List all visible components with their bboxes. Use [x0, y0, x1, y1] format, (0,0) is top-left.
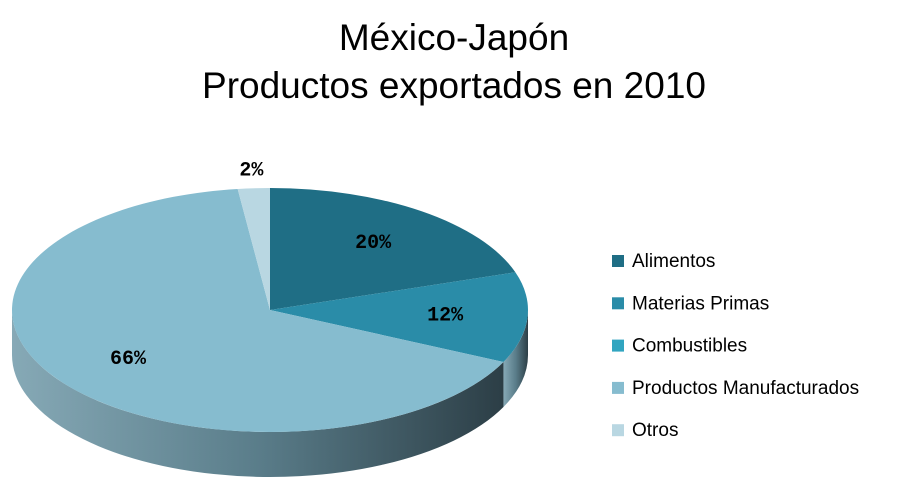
slice: [270, 272, 528, 362]
chart-title: México-Japón: [339, 17, 569, 58]
legend-swatch: [612, 339, 624, 352]
slice-side: [12, 310, 504, 477]
legend-label: Otros: [632, 420, 678, 441]
legend-label: Materias Primas: [632, 293, 769, 314]
data-label: 66%: [110, 348, 147, 371]
data-label: 2%: [239, 159, 264, 182]
legend-swatch: [612, 381, 624, 394]
legend-label: Combustibles: [632, 336, 747, 357]
legend-label: Alimentos: [632, 251, 715, 272]
slice-side: [503, 310, 528, 407]
legend-swatch: [612, 424, 624, 437]
chart-subtitle: Productos exportados en 2010: [202, 65, 706, 106]
legend-label: Productos Manufacturados: [632, 378, 859, 399]
data-label: 12%: [427, 304, 464, 327]
slice: [237, 188, 270, 310]
legend-swatch: [612, 297, 624, 310]
slice: [270, 188, 516, 310]
slice: [11, 188, 504, 432]
data-label: 20%: [355, 232, 392, 255]
legend-swatch: [612, 255, 624, 267]
